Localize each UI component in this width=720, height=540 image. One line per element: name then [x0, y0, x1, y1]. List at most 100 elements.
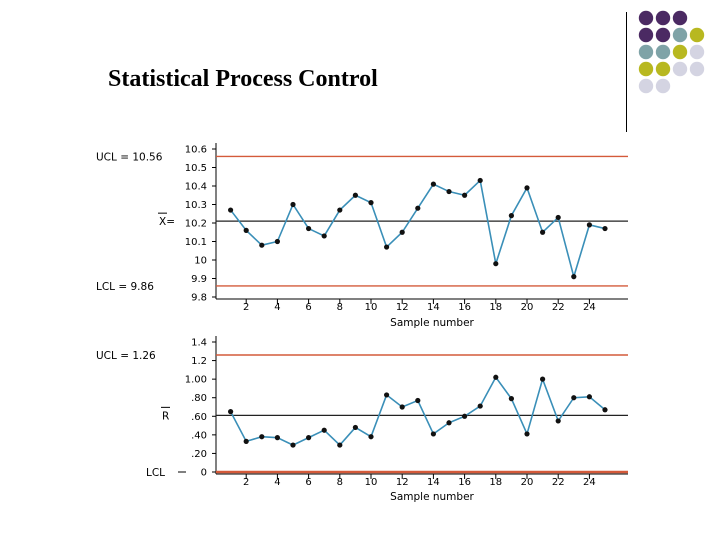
title-divider — [626, 12, 627, 132]
data-point — [555, 418, 561, 424]
y-tick-label: 10.2 — [185, 219, 207, 230]
lcl-label: LCL — [146, 467, 165, 479]
data-point — [446, 188, 452, 195]
x-tick-label: 24 — [583, 302, 596, 313]
data-point — [540, 229, 546, 235]
y-tick-label: 10.3 — [185, 200, 207, 211]
data-point — [493, 261, 499, 267]
data-point — [571, 274, 577, 280]
series-line — [229, 178, 606, 280]
x-tick-label: 8 — [337, 302, 343, 313]
y-tick-label: 9.8 — [191, 293, 207, 304]
dot-olive — [672, 44, 688, 60]
y-tick-label: 0 — [201, 468, 207, 479]
data-point — [586, 222, 593, 228]
dot-lavender — [655, 78, 671, 94]
y-tick-label: 1.00 — [185, 375, 207, 386]
dot-lavender — [672, 61, 688, 77]
data-point — [430, 181, 436, 187]
dot-lavender — [689, 61, 705, 77]
lcl-label: LCL = 9.86 — [96, 281, 154, 293]
data-point — [352, 192, 358, 198]
x-tick-label: 4 — [274, 477, 280, 488]
dot-purple — [655, 10, 671, 26]
data-point — [508, 396, 514, 402]
x-tick-label: 14 — [427, 302, 440, 313]
data-point — [571, 395, 577, 401]
x-tick-label: 16 — [458, 302, 471, 313]
data-point — [321, 233, 327, 239]
y-tick-label: .40 — [191, 430, 207, 441]
dot-olive — [638, 61, 654, 77]
data-point — [337, 207, 343, 213]
x-tick-label: 24 — [583, 477, 596, 488]
dot-lavender — [689, 44, 705, 60]
data-point — [586, 394, 593, 400]
data-point — [306, 435, 312, 441]
x-tick-label: 20 — [521, 477, 534, 488]
y-tick-label: .20 — [191, 449, 207, 460]
x-tick-label: 8 — [337, 477, 343, 488]
y-tick-label: 10.4 — [185, 182, 207, 193]
y-tick-label: 9.9 — [191, 274, 207, 285]
data-point — [368, 434, 374, 440]
data-point — [259, 434, 265, 440]
dot-lavender — [638, 78, 654, 94]
x-tick-label: 12 — [396, 477, 409, 488]
x-tick-label: 18 — [489, 477, 502, 488]
y-tick-label: 10 — [194, 256, 207, 267]
data-point — [228, 409, 234, 415]
y-tick-label: 1.4 — [191, 338, 207, 349]
x-tick-label: 6 — [305, 302, 311, 313]
series-line — [229, 375, 606, 447]
data-point — [368, 200, 374, 206]
center-label: R — [162, 410, 169, 422]
data-point — [290, 442, 296, 448]
data-point — [462, 413, 468, 419]
r-chart: 0.20.40.60.801.001.21.42 4 6 8 10 12 14 16 18 20 2… — [96, 336, 628, 503]
x-tick-label: 18 — [489, 302, 502, 313]
x-tick-label: 10 — [365, 302, 378, 313]
x-tick-label: 20 — [521, 302, 534, 313]
data-point — [243, 438, 249, 444]
x-tick-label: 6 — [305, 477, 311, 488]
y-tick-label: 1.2 — [191, 356, 207, 367]
dot-purple — [638, 10, 654, 26]
data-point — [228, 207, 234, 213]
center-label: X= — [159, 216, 175, 228]
data-point — [337, 442, 343, 448]
x-tick-label: 16 — [458, 477, 471, 488]
data-point — [399, 229, 405, 235]
data-point — [384, 392, 390, 398]
dot-purple — [672, 10, 688, 26]
dot-teal — [638, 44, 654, 60]
dot-teal — [672, 27, 688, 43]
y-tick-label: .60 — [191, 412, 207, 423]
data-point — [524, 431, 530, 437]
data-point — [259, 242, 265, 248]
data-point — [430, 431, 436, 437]
dot-purple — [638, 27, 654, 43]
data-point — [290, 201, 296, 208]
slide-title: Statistical Process Control — [108, 66, 378, 92]
data-point — [477, 177, 483, 184]
ucl-label: UCL = 10.56 — [96, 151, 163, 163]
y-tick-label: 10.1 — [185, 237, 207, 248]
ucl-label: UCL = 1.26 — [96, 350, 156, 362]
data-point — [274, 238, 280, 245]
data-point — [415, 205, 421, 211]
x-tick-label: 14 — [427, 477, 440, 488]
x-tick-label: 2 — [243, 302, 249, 313]
dot-teal — [655, 44, 671, 60]
dot-olive — [689, 27, 705, 43]
data-point — [446, 420, 452, 426]
data-point — [384, 244, 390, 250]
data-point — [540, 376, 546, 382]
data-point — [555, 214, 561, 221]
data-point — [602, 407, 608, 413]
data-point — [321, 427, 327, 433]
data-point — [462, 192, 468, 198]
